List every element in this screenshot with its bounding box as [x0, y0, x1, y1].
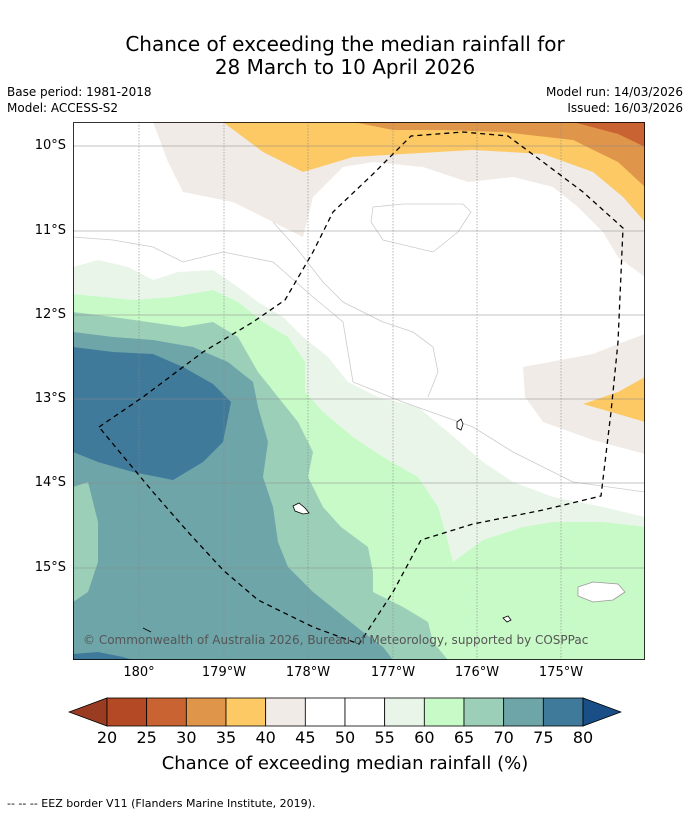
colorbar-tick-label: 40 [255, 728, 276, 747]
graticule-meridians [138, 122, 562, 660]
contour-patch [577, 581, 626, 603]
zone-45-50-north [153, 122, 645, 277]
eez-border [98, 131, 624, 645]
colorbar-tick-label: 20 [96, 728, 118, 747]
colorbar-tick-label: 65 [453, 728, 475, 747]
colorbar-swatch [344, 697, 386, 727]
colorbar-swatch [185, 697, 227, 727]
longitude-label-175w: 175°W [538, 665, 584, 680]
contour-line [73, 236, 645, 493]
contour-line [272, 221, 439, 398]
colorbar-swatch [384, 697, 425, 727]
colorbar-tick-label: 80 [572, 728, 594, 747]
colorbar [68, 697, 622, 727]
colorbar-tick-label: 55 [374, 728, 395, 747]
latitude-label-15s: 15°S [34, 560, 66, 575]
longitude-label-180: 180° [123, 665, 155, 680]
colorbar-over-triangle [582, 697, 622, 727]
zone-30-35 [353, 122, 645, 187]
zone-70-75-west [73, 482, 98, 602]
zone-75-80 [73, 347, 231, 480]
base-period: Base period: 1981-2018 [7, 85, 152, 99]
zone-35-40-east [583, 377, 645, 422]
longitude-label-179w: 179°W [201, 665, 247, 680]
model-name: Model: ACCESS-S2 [7, 101, 119, 115]
colorbar-tick-label: 70 [493, 728, 514, 747]
zone-45-50-east [523, 334, 645, 454]
issued-date: Issued: 16/03/2026 [567, 101, 683, 115]
colorbar-swatch [503, 697, 544, 727]
latitude-label-12s: 12°S [34, 307, 66, 322]
zone-35-40-north [223, 122, 645, 222]
zone-25-30 [573, 122, 645, 147]
colorbar-tick-label: 75 [533, 728, 554, 747]
longitude-label-178w: 178°W [285, 665, 331, 680]
colorbar-swatch [463, 697, 505, 727]
island [456, 418, 464, 431]
colorbar-label: Chance of exceeding median rainfall (%) [161, 753, 529, 774]
eez-legend: -- -- -- EEZ border V11 (Flanders Marine… [7, 797, 316, 810]
contour-line [370, 203, 472, 253]
colorbar-swatch [542, 697, 584, 727]
colorbar-tick-label: 25 [136, 728, 157, 747]
map-title-line2: 28 March to 10 April 2026 [214, 55, 476, 79]
colorbar-swatch [146, 697, 187, 727]
colorbar-swatch [304, 697, 346, 727]
colorbar-tick-label: 60 [414, 728, 435, 747]
longitude-label-177w: 177°W [370, 665, 416, 680]
longitude-label-176w: 176°W [454, 665, 500, 680]
colorbar-swatch [106, 697, 148, 727]
latitude-label-11s: 11°S [34, 223, 66, 238]
model-run: Model run: 14/03/2026 [545, 85, 683, 99]
colorbar-swatch [225, 697, 267, 727]
colorbar-tick-label: 45 [295, 728, 316, 747]
latitude-label-13s: 13°S [34, 391, 66, 406]
island [502, 615, 512, 623]
rainfall-map [73, 122, 645, 660]
map-frame [73, 122, 645, 660]
island [142, 627, 152, 633]
colorbar-tick-label: 35 [215, 728, 237, 747]
island [292, 502, 310, 515]
colorbar-swatch [423, 697, 465, 727]
colorbar-tick-label: 50 [334, 728, 356, 747]
zone-75-80-south [73, 652, 133, 660]
colorbar-tick-label: 30 [176, 728, 197, 747]
latitude-label-10s: 10°S [34, 138, 66, 153]
latitude-label-14s: 14°S [34, 475, 66, 490]
copyright-notice: © Commonwealth of Australia 2026, Bureau… [83, 633, 589, 647]
colorbar-under-triangle [68, 697, 108, 727]
graticule [73, 145, 645, 569]
colorbar-swatch [265, 697, 306, 727]
map-title-line1: Chance of exceeding the median rainfall … [125, 32, 565, 56]
